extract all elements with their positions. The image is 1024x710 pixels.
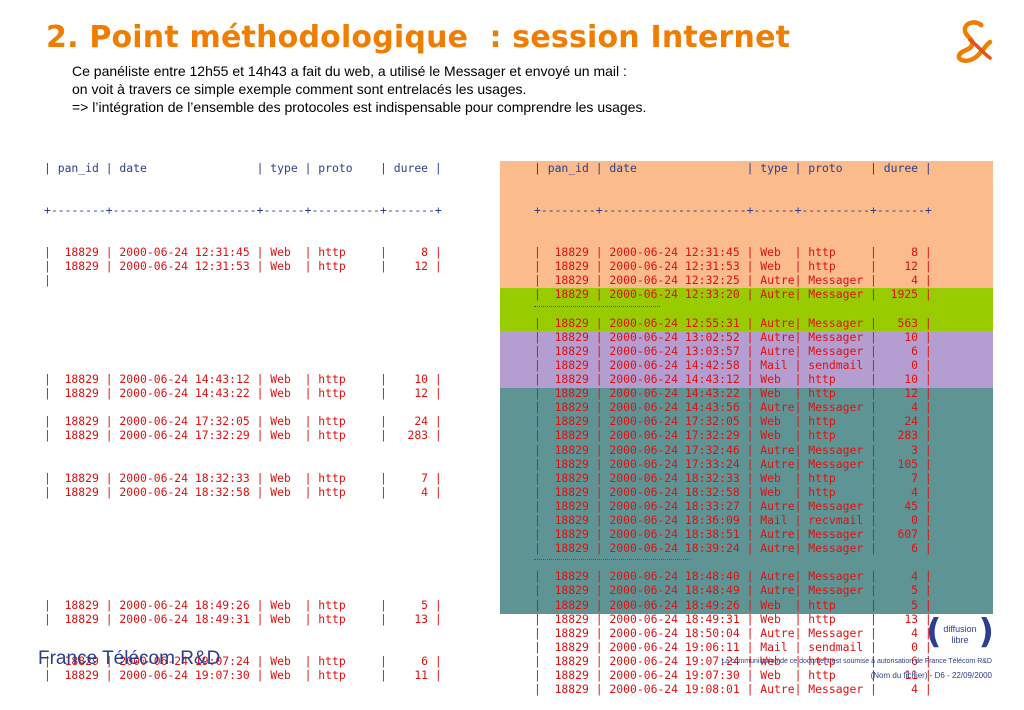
table-row <box>44 457 442 471</box>
table-row: | 18829 | 2000-06-24 18:48:40 | Autre| M… <box>534 569 932 584</box>
table-separator: +--------+---------------------+------+-… <box>534 203 932 218</box>
table-row: | 18829 | 2000-06-24 18:48:49 | Autre| M… <box>534 583 932 598</box>
footer-company: France Télécom R&D <box>38 648 221 669</box>
table-row: | 18829 | 2000-06-24 13:02:52 | Autre| M… <box>534 329 932 344</box>
badge-line1: diffusion <box>943 624 977 634</box>
table-row: | 18829 | 2000-06-24 18:32:58 | Web | ht… <box>44 484 442 499</box>
table-separator: +--------+---------------------+------+-… <box>44 203 442 218</box>
table-row: | 18829 | 2000-06-24 12:32:25 | Autre| M… <box>534 273 932 288</box>
table-row: | 18829 | 2000-06-24 19:06:11 | Mail | s… <box>534 639 932 654</box>
table-row: | 18829 | 2000-06-24 18:32:33 | Web | ht… <box>534 470 932 485</box>
intro-line: on voit à travers ce simple exemple comm… <box>72 81 527 97</box>
table-row <box>44 569 442 583</box>
close-paren-icon: ) <box>978 612 994 652</box>
table-row: | 18829 | 2000-06-24 14:43:56 | Autre| M… <box>534 400 932 415</box>
table-row: | 18829 | 2000-06-24 17:32:46 | Autre| M… <box>534 442 932 457</box>
table-row: | 18829 | 2000-06-24 12:55:31 | Autre| M… <box>534 315 932 330</box>
table-row <box>44 443 442 457</box>
band-orange <box>500 161 993 288</box>
diffusion-libre-badge: ( diffusion libre ) <box>926 612 994 652</box>
band-teal <box>500 388 993 614</box>
table-row: | 18829 | 2000-06-24 17:32:05 | Web | ht… <box>44 414 442 429</box>
table-row: | 18829 | 2000-06-24 19:08:01 | Autre| M… <box>534 682 932 697</box>
table-row <box>44 626 442 640</box>
table-row: | 18829 | 2000-06-24 18:49:31 | Web | ht… <box>534 611 932 626</box>
table-row: | 18829 | 2000-06-24 18:32:33 | Web | ht… <box>44 470 442 485</box>
table-row: | 18829 | 2000-06-24 18:36:09 | Mail | r… <box>534 512 932 527</box>
intro-line: Ce panéliste entre 12h55 et 14h43 a fait… <box>72 63 627 79</box>
table-row <box>44 513 442 527</box>
table-row: | 18829 | 2000-06-24 18:38:51 | Autre| M… <box>534 527 932 542</box>
footer-page-info: (Nom du fichier) - D6 - 22/09/2000 <box>870 671 992 680</box>
right-table: | pan_id | date | type | proto | duree |… <box>534 133 932 710</box>
table-header: | pan_id | date | type | proto | duree | <box>44 161 442 175</box>
table-row: | 18829 | 2000-06-24 18:49:26 | Web | ht… <box>534 597 932 612</box>
table-row: | 18829 | 2000-06-24 14:43:22 | Web | ht… <box>534 386 932 401</box>
table-row: | 18829 | 2000-06-24 18:49:26 | Web | ht… <box>44 597 442 612</box>
table-row: | 18829 | 2000-06-24 18:33:27 | Autre| M… <box>534 498 932 513</box>
left-table: | pan_id | date | type | proto | duree |… <box>44 133 442 696</box>
intro-line: => l’intégration de l’ensemble des proto… <box>72 99 647 115</box>
table-row <box>44 400 442 414</box>
table-row: | 18829 | 2000-06-24 13:03:57 | Autre| M… <box>534 343 932 358</box>
table-row: | 18829 | 2000-06-24 18:49:31 | Web | ht… <box>44 611 442 626</box>
band-purple <box>500 331 993 388</box>
table-header: | pan_id | date | type | proto | duree | <box>534 161 932 175</box>
band-green <box>500 288 993 331</box>
page-title: 2. Point méthodologique : session Intern… <box>46 20 791 55</box>
row-gap-separator <box>534 302 932 316</box>
ampersand-logo-icon <box>956 20 993 63</box>
table-row: | 18829 | 2000-06-24 19:07:30 | Web | ht… <box>44 668 442 682</box>
table-row: | 18829 | 2000-06-24 17:33:24 | Autre| M… <box>534 456 932 471</box>
table-row <box>44 499 442 513</box>
table-row: | 18829 | 2000-06-24 18:39:24 | Autre| M… <box>534 541 932 556</box>
table-row <box>44 302 442 316</box>
table-row: | 18829 | 2000-06-24 14:43:12 | Web | ht… <box>534 372 932 387</box>
table-row: | 18829 | 2000-06-24 19:07:24 | Web | ht… <box>534 653 932 668</box>
table-row: | 18829 | 2000-06-24 12:33:20 | Autre| M… <box>534 287 932 302</box>
table-row <box>44 358 442 372</box>
table-row <box>44 330 442 344</box>
table-row: | <box>44 273 51 288</box>
table-row: | 18829 | 2000-06-24 14:42:58 | Mail | s… <box>534 357 932 372</box>
table-row: | 18829 | 2000-06-24 14:43:22 | Web | ht… <box>44 386 442 401</box>
table-row <box>44 555 442 569</box>
table-row: | 18829 | 2000-06-24 19:07:24 | Web | ht… <box>44 653 442 668</box>
dotted-line <box>534 305 660 307</box>
table-row <box>44 316 442 330</box>
table-row: | 18829 | 2000-06-24 18:50:04 | Autre| M… <box>534 625 932 640</box>
badge-line2: libre <box>951 635 969 645</box>
table-row: | 18829 | 2000-06-24 12:31:45 | Web | ht… <box>534 245 932 260</box>
table-row: | 18829 | 2000-06-24 12:31:53 | Web | ht… <box>534 259 932 274</box>
table-row <box>44 287 442 301</box>
row-gap-separator <box>534 555 932 569</box>
footer-notice: La communication de ce document est soum… <box>721 658 992 665</box>
table-row <box>44 541 442 555</box>
dotted-line <box>534 559 690 561</box>
table-row: | 18829 | 2000-06-24 17:32:29 | Web | ht… <box>534 428 932 443</box>
table-row: | 18829 | 2000-06-24 19:07:30 | Web | ht… <box>534 668 932 682</box>
table-row <box>44 344 442 358</box>
table-row <box>44 527 442 541</box>
table-row <box>44 583 442 597</box>
table-row: | 18829 | 2000-06-24 14:43:12 | Web | ht… <box>44 372 442 387</box>
table-row: | 18829 | 2000-06-24 17:32:05 | Web | ht… <box>534 414 932 429</box>
table-row: | 18829 | 2000-06-24 17:32:29 | Web | ht… <box>44 428 442 443</box>
open-paren-icon: ( <box>926 612 942 652</box>
table-row: | 18829 | 2000-06-24 18:32:58 | Web | ht… <box>534 484 932 499</box>
table-row: | 18829 | 2000-06-24 12:31:45 | Web | ht… <box>44 245 442 260</box>
table-row: | 18829 | 2000-06-24 12:31:53 | Web | ht… <box>44 259 442 274</box>
intro-text: Ce panéliste entre 12h55 et 14h43 a fait… <box>72 62 646 116</box>
